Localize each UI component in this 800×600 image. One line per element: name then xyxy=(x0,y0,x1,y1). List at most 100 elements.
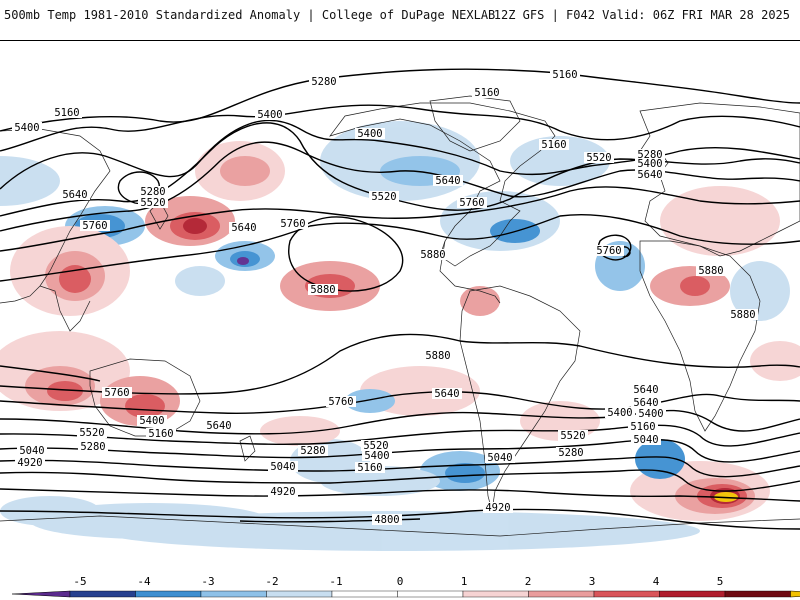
colorbar-tick-label: 5 xyxy=(717,575,724,588)
svg-text:5520: 5520 xyxy=(363,440,388,452)
contour-label: 5640 xyxy=(631,397,661,409)
svg-text:5400: 5400 xyxy=(14,122,39,134)
contour-label: 5400 xyxy=(635,158,665,170)
svg-text:5520: 5520 xyxy=(560,430,585,442)
colorbar-tick-label: -3 xyxy=(201,575,214,588)
svg-text:5040: 5040 xyxy=(270,461,295,473)
anomaly-blob xyxy=(730,261,790,321)
anomaly-shading xyxy=(0,121,800,551)
svg-text:4920: 4920 xyxy=(485,502,510,514)
contour-label: 5640 xyxy=(432,388,462,400)
anomaly-blob xyxy=(460,286,500,316)
colorbar-swatch xyxy=(69,590,136,598)
svg-text:5880: 5880 xyxy=(310,284,335,296)
contour-label: 5640 xyxy=(204,420,234,432)
anomaly-blob xyxy=(680,276,710,296)
contour-label: 5160 xyxy=(472,87,502,99)
contour-label: 5520 xyxy=(138,197,168,209)
contour-label: 4920 xyxy=(483,502,513,514)
contour-label: 5760 xyxy=(457,197,487,209)
svg-text:5160: 5160 xyxy=(357,462,382,474)
colorbar-tick-label: -2 xyxy=(265,575,278,588)
contour-label: 5160 xyxy=(550,69,580,81)
anomaly-blob xyxy=(445,463,485,483)
contour-label: 5520 xyxy=(584,152,614,164)
svg-text:5640: 5640 xyxy=(637,169,662,181)
contour-label: 5160 xyxy=(146,428,176,440)
contour-label: 5160 xyxy=(355,462,385,474)
svg-text:5880: 5880 xyxy=(425,350,450,362)
contour-label: 5160 xyxy=(539,139,569,151)
svg-text:5760: 5760 xyxy=(328,396,353,408)
svg-text:5640: 5640 xyxy=(633,384,658,396)
svg-text:5160: 5160 xyxy=(54,107,79,119)
colorbar-swatch xyxy=(724,590,791,598)
svg-text:5160: 5160 xyxy=(630,421,655,433)
contour-label: 5280 xyxy=(138,186,168,198)
svg-text:5520: 5520 xyxy=(371,191,396,203)
svg-text:5760: 5760 xyxy=(104,387,129,399)
svg-text:5640: 5640 xyxy=(206,420,231,432)
anomaly-blob xyxy=(0,156,60,206)
contour-label: 5880 xyxy=(308,284,338,296)
colorbar-swatch xyxy=(528,590,595,598)
svg-text:5400: 5400 xyxy=(637,158,662,170)
svg-text:4920: 4920 xyxy=(270,486,295,498)
contour-label: 5040 xyxy=(17,445,47,457)
contour-label: 5040 xyxy=(485,452,515,464)
anomaly-blob xyxy=(220,156,270,186)
anomaly-blob xyxy=(635,439,685,479)
svg-text:5760: 5760 xyxy=(82,220,107,232)
contour-label: 5160 xyxy=(628,421,658,433)
map-title: 500mb Temp 1981-2010 Standardized Anomal… xyxy=(4,8,496,22)
contour-label: 5400 xyxy=(362,450,392,462)
contour-label: 5400 xyxy=(137,415,167,427)
svg-text:5640: 5640 xyxy=(435,175,460,187)
svg-text:5400: 5400 xyxy=(607,407,632,419)
colorbar-tick-label: 0 xyxy=(397,575,404,588)
colorbar-swatch xyxy=(135,590,202,598)
colorbar-tick-label: 4 xyxy=(653,575,660,588)
contour-label: 5760 xyxy=(594,245,624,257)
svg-text:5280: 5280 xyxy=(300,445,325,457)
colorbar-min-arrow xyxy=(11,590,71,598)
contour-label: 5400 xyxy=(605,407,635,419)
run-valid-time: 12Z GFS | F042 Valid: 06Z FRI MAR 28 202… xyxy=(493,8,790,22)
anomaly-blob xyxy=(260,416,340,446)
svg-text:5040: 5040 xyxy=(633,434,658,446)
svg-text:5520: 5520 xyxy=(79,427,104,439)
svg-text:5880: 5880 xyxy=(698,265,723,277)
svg-text:5160: 5160 xyxy=(148,428,173,440)
svg-text:5280: 5280 xyxy=(558,447,583,459)
anomaly-blob xyxy=(510,136,610,186)
svg-text:5880: 5880 xyxy=(730,309,755,321)
svg-text:5040: 5040 xyxy=(19,445,44,457)
colorbar: -5 -4 -3 -2 -1 0 1 2 3 4 5 xyxy=(0,558,800,600)
svg-text:5400: 5400 xyxy=(139,415,164,427)
colorbar-tick-label: -5 xyxy=(73,575,86,588)
colorbar-swatch xyxy=(462,590,529,598)
anomaly-blob xyxy=(345,389,395,413)
svg-text:5640: 5640 xyxy=(434,388,459,400)
svg-text:5160: 5160 xyxy=(541,139,566,151)
contour-label: 5640 xyxy=(631,384,661,396)
contour-label: 5880 xyxy=(696,265,726,277)
colorbar-swatch xyxy=(659,590,726,598)
svg-text:5280: 5280 xyxy=(140,186,165,198)
map-panel[interactable]: 5280 5160 5160 5160 5400 5160 5400 5400 5520 5280… xyxy=(0,40,800,560)
contour-label: 5640 xyxy=(229,222,259,234)
contour-label: 5520 xyxy=(361,440,391,452)
contour-label: 5640 xyxy=(433,175,463,187)
colorbar-swatch xyxy=(200,590,267,598)
contour-label: 5880 xyxy=(418,249,448,261)
header: 500mb Temp 1981-2010 Standardized Anomal… xyxy=(0,0,800,40)
colorbar-tick-label: 3 xyxy=(589,575,596,588)
contour-label: 5400 xyxy=(255,109,285,121)
contour-label: 4800 xyxy=(372,514,402,526)
contour-label: 5040 xyxy=(268,461,298,473)
contour-label: 5400 xyxy=(12,122,42,134)
anomaly-blob xyxy=(750,341,800,381)
svg-text:4920: 4920 xyxy=(17,457,42,469)
